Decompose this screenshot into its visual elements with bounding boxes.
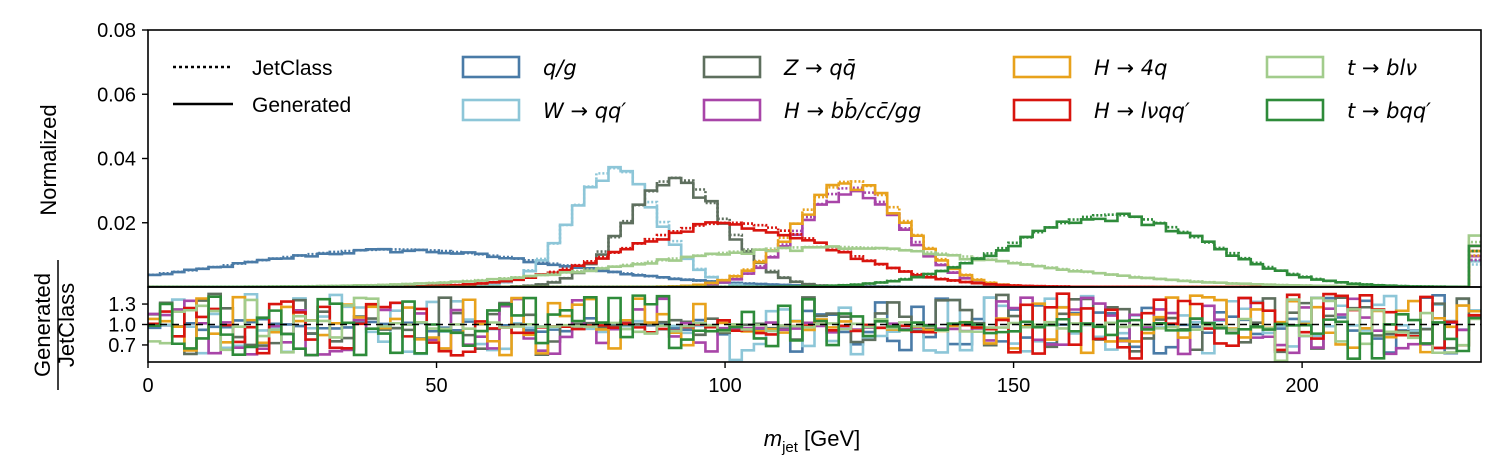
- legend-label-5: H → lνqq′: [1094, 99, 1190, 123]
- main-ytick-label-0: 0.02: [97, 213, 136, 235]
- legend-swatch-6: [1265, 55, 1325, 79]
- legend-label-6: t → blν: [1347, 56, 1417, 80]
- xtick-label-2: 100: [708, 375, 741, 397]
- series-generated-1: [148, 165, 1481, 287]
- series-reference-1: [148, 166, 1481, 287]
- xtick-label-4: 200: [1285, 375, 1318, 397]
- series-generated-0: [148, 244, 1481, 287]
- series-reference-6: [148, 240, 1481, 287]
- legend-label-0: q/g: [543, 56, 577, 80]
- series-generated-5: [148, 221, 1481, 287]
- ratio-ytick-label-0: 0.7: [108, 335, 136, 357]
- main-ytick-label-3: 0.08: [97, 20, 136, 42]
- legend-swatch-5: [1012, 98, 1072, 122]
- legend-swatch-2: [702, 55, 762, 79]
- ratio-ytick-label-1: 1.0: [108, 315, 136, 337]
- xtick-label-0: 0: [142, 375, 153, 397]
- legend-style-label-0: JetClass: [252, 57, 333, 80]
- ratio-ylabel-denominator: JetClass: [54, 283, 79, 367]
- y-axis-title-ratio: Generated JetClass: [30, 260, 79, 390]
- legend-label-2: Z → qq̄: [783, 56, 856, 80]
- ratio-plot-area: 0.71.01.3 0 50 100 150 200: [108, 286, 1482, 397]
- main-plot-area: 0.02 0.04 0.06 0.08: [97, 20, 1482, 288]
- ratio-ylabel-numerator: Generated: [30, 273, 55, 377]
- y-axis-title-main: Normalized: [36, 104, 61, 215]
- legend-label-3: H → bb̄/cc̄/gg: [784, 98, 921, 123]
- legend-label-7: t → bqq′: [1347, 99, 1431, 123]
- legend-swatch-7: [1265, 98, 1325, 122]
- legend-style-label-1: Generated: [252, 94, 351, 117]
- ratio-series-group: [148, 292, 1481, 362]
- series-generated-3: [148, 189, 1481, 287]
- ratio-series-7: [148, 294, 1481, 360]
- legend: JetClass Generated q/g W → qq′ Z → qq̄ H → bb…: [173, 55, 1431, 123]
- xtick-label-1: 50: [425, 375, 447, 397]
- series-generated-4: [148, 182, 1481, 287]
- legend-label-1: W → qq′: [543, 99, 626, 123]
- series-reference-0: [148, 248, 1481, 287]
- series-generated-6: [148, 234, 1481, 287]
- legend-swatch-0: [461, 55, 521, 79]
- ratio-ytick-label-2: 1.3: [108, 294, 136, 316]
- legend-swatch-4: [1012, 55, 1072, 79]
- series-reference-5: [148, 221, 1481, 287]
- main-series-group: [148, 165, 1481, 287]
- series-reference-7: [148, 213, 1481, 287]
- svg-text:Normalized: Normalized: [36, 104, 61, 215]
- legend-label-4: H → 4q: [1094, 56, 1167, 80]
- main-ytick-label-2: 0.06: [97, 84, 136, 106]
- x-axis-title: mjet [GeV]: [764, 426, 861, 456]
- legend-swatch-1: [461, 98, 521, 122]
- series-generated-7: [148, 212, 1481, 287]
- xtick-label-3: 150: [997, 375, 1030, 397]
- main-ytick-label-1: 0.04: [97, 149, 136, 171]
- legend-swatch-3: [702, 98, 762, 122]
